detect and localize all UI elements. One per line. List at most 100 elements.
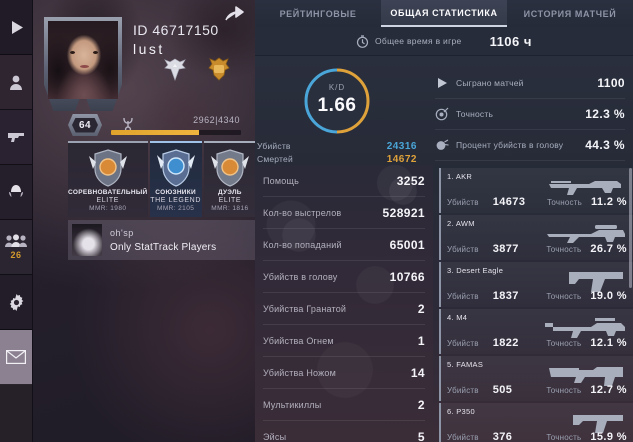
weapon-kills-label: Убийств — [447, 291, 479, 301]
stat-row: Кол-во выстрелов 528921 — [263, 197, 425, 229]
weapon-name: 1. AKR — [447, 172, 473, 181]
tab-ranked[interactable]: РЕЙТИНГОВЫЕ — [279, 8, 357, 19]
weapon-accuracy-label: Точность — [546, 244, 582, 254]
rank-card-allies[interactable]: СОЮЗНИКИ THE LEGEND MMR: 2105 — [149, 141, 202, 217]
summary-row-accuracy: Точность 12.3 % — [435, 99, 625, 130]
rank-card-competitive[interactable]: СОРЕВНОВАТЕЛЬНЫЙ ELITE MMR: 1980 — [68, 141, 148, 217]
kd-value: 1.66 — [317, 95, 357, 116]
weapon-kills-value: 1837 — [492, 290, 519, 302]
settings-icon — [9, 293, 23, 311]
kd-breakdown: Убийств 24316 Смертей 14672 — [257, 140, 417, 166]
weapon-card[interactable]: 6. P350 Убийств 376 Точность 15.9 % — [439, 403, 633, 442]
kd-ring: K/D 1.66 — [300, 64, 374, 138]
weapon-kills-value: 1822 — [492, 337, 519, 349]
player-id: ID 46717150 — [133, 22, 219, 38]
left-nav-rail: 26 — [0, 0, 33, 442]
stat-value: 1 — [417, 333, 425, 348]
weapon-name: 5. FAMAS — [447, 360, 484, 369]
rank-cards: СОРЕВНОВАТЕЛЬНЫЙ ELITE MMR: 1980 СОЮЗНИК… — [68, 141, 257, 217]
weapon-kills-value: 376 — [492, 431, 513, 442]
rank-card-duel[interactable]: ДУЭЛЬ ELITE MMR: 1816 — [203, 141, 257, 217]
weapon-accuracy-value: 15.9 % — [590, 431, 627, 442]
weapon-kills-value: 505 — [492, 384, 513, 396]
stat-row: Убийства Гранатой 2 — [263, 293, 425, 325]
weapon-card[interactable]: 1. AKR Убийств 14673 Точность 11.2 % — [439, 168, 633, 213]
top-weapons-list[interactable]: 1. AKR Убийств 14673 Точность 11.2 % 2. AWM Уб… — [433, 165, 633, 442]
weapon-card[interactable]: 4. M4 Убийств 1822 Точность 12.1 % — [439, 309, 633, 354]
kd-ring-graphic — [304, 68, 370, 134]
share-icon[interactable] — [225, 6, 245, 24]
kills-label: Убийств — [257, 141, 291, 151]
weapon-card[interactable]: 5. FAMAS Убийств 505 Точность 12.7 % — [439, 356, 633, 401]
weapon-card[interactable]: 2. AWM Убийств 3877 Точность 26.7 % — [439, 215, 633, 260]
play-icon — [11, 20, 23, 34]
stats-tabs: РЕЙТИНГОВЫЕ ОБЩАЯ СТАТИСТИКА ИСТОРИЯ МАТ… — [255, 0, 633, 27]
weapons-scrollbar[interactable] — [629, 168, 632, 288]
sidebar-item-settings[interactable] — [0, 275, 32, 330]
stat-label: Кол-во выстрелов — [263, 207, 342, 218]
stat-row: Убийства Огнем 1 — [263, 325, 425, 357]
stat-row: Убийства Ножом 14 — [263, 357, 425, 389]
tab-match-history[interactable]: ИСТОРИЯ МАТЧЕЙ — [523, 8, 617, 19]
stat-row: Эйсы 5 — [263, 421, 425, 442]
stat-label: Убийства Гранатой — [263, 303, 347, 314]
stat-row: Кол-во попаданий 65001 — [263, 229, 425, 261]
stat-row: Помощь 3252 — [263, 165, 425, 197]
mail-icon — [6, 350, 26, 364]
stat-label: Эйсы — [263, 431, 287, 442]
avatar[interactable] — [44, 17, 122, 111]
sidebar-item-profile[interactable] — [0, 55, 32, 110]
stat-label: Помощь — [263, 175, 299, 186]
rank-mmr: MMR: 1816 — [211, 205, 249, 212]
sidebar-item-friends[interactable]: 26 — [0, 220, 32, 275]
weapon-card[interactable]: 3. Desert Eagle Убийств 1837 Точность 19.0 % — [439, 262, 633, 307]
sidebar-item-play[interactable] — [0, 0, 32, 55]
kills-row: Убийств 24316 — [257, 140, 417, 153]
xp-text: 2962|4340 — [193, 115, 240, 125]
stat-label: Кол-во попаданий — [263, 239, 342, 250]
rank-medal-icon — [85, 148, 131, 188]
stat-row: Мультикиллы 2 — [263, 389, 425, 421]
stat-value: 2 — [417, 397, 425, 412]
summary-value: 1100 — [597, 76, 625, 90]
sidebar-item-weapons[interactable] — [0, 110, 32, 165]
stopwatch-icon — [356, 34, 369, 48]
gold-crest-emblem[interactable] — [204, 56, 234, 82]
stat-value: 14 — [410, 365, 425, 380]
hero-summary: K/D 1.66 Убийств 24316 Смертей 14672 — [255, 56, 633, 165]
detailed-stats-list[interactable]: Помощь 3252 Кол-во выстрелов 528921 Кол-во п… — [255, 165, 433, 442]
rank-medal-icon — [207, 148, 253, 188]
deaths-label: Смертей — [257, 154, 293, 164]
rifle-famas-icon — [543, 362, 629, 388]
clan-row[interactable]: oh'sp Only StatTrack Players — [68, 220, 256, 260]
summary-value: 44.3 % — [585, 138, 625, 152]
weapon-kills-value: 14673 — [492, 196, 526, 208]
rank-medal-icon — [153, 148, 199, 188]
weapon-kills-value: 3877 — [492, 243, 519, 255]
sidebar-item-mail[interactable] — [0, 330, 32, 385]
rank-mmr: MMR: 1980 — [89, 205, 127, 212]
weapon-kills-label: Убийств — [447, 244, 479, 254]
tab-general-stats[interactable]: ОБЩАЯ СТАТИСТИКА — [381, 0, 507, 27]
level-value: 64 — [72, 117, 98, 133]
clan-tag: oh'sp — [110, 227, 134, 238]
weapon-kills-label: Убийств — [447, 385, 479, 395]
summary-label: Сыграно матчей — [456, 78, 524, 88]
weapon-name: 4. M4 — [447, 313, 468, 322]
level-xp-row: 64 2962|4340 — [33, 106, 255, 142]
sidebar-item-equipment[interactable] — [0, 165, 32, 220]
play-triangle-icon — [438, 78, 447, 88]
weapon-accuracy-label: Точность — [546, 291, 582, 301]
weapon-kills-label: Убийств — [447, 432, 479, 442]
playtime-label: Общее время в игре — [375, 36, 462, 46]
weapons-icon — [7, 133, 24, 142]
stat-value: 2 — [417, 301, 425, 316]
clan-name: Only StatTrack Players — [110, 241, 217, 253]
weapon-accuracy-label: Точность — [546, 197, 582, 207]
rifle-m4-icon — [543, 315, 629, 341]
silver-winged-emblem[interactable] — [160, 56, 190, 82]
weapon-kills-label: Убийств — [447, 338, 479, 348]
xp-progress-fill — [111, 130, 200, 135]
pistol-deagle-icon — [543, 268, 629, 294]
